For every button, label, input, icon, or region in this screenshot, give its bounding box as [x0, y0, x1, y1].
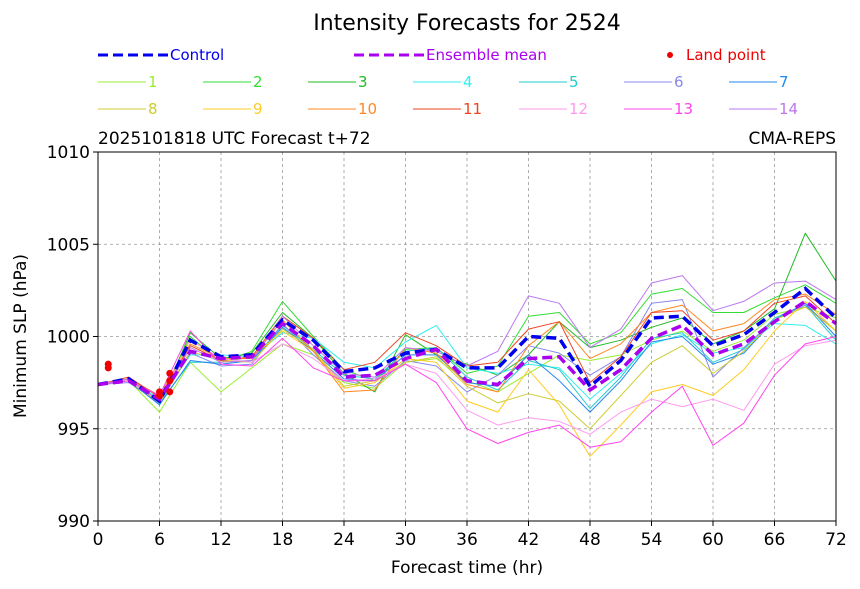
x-tick-label: 6: [154, 530, 165, 550]
legend-entry-land-point: Land point: [667, 46, 766, 64]
y-axis: 990 995 1000 1005 1010: [47, 143, 98, 532]
legend-label: 8: [148, 100, 158, 118]
legend-entry-control: Control: [98, 46, 224, 64]
legend-label: 10: [358, 100, 377, 118]
land-point-marker: [104, 360, 112, 368]
member-line-14: [97, 275, 837, 402]
legend-entry-member-13: 13: [624, 100, 693, 118]
legend-swatch: [667, 52, 673, 58]
legend-entry-member-12: 12: [519, 100, 588, 118]
legend-entry-member-7: 7: [729, 73, 789, 91]
y-tick-label: 1005: [47, 235, 90, 255]
x-axis-label: Forecast time (hr): [391, 558, 543, 578]
control-line: [97, 286, 838, 404]
legend-entry-member-8: 8: [98, 100, 158, 118]
x-tick-label: 48: [579, 530, 601, 550]
legend-label: 5: [569, 73, 579, 91]
x-tick-label: 72: [825, 530, 847, 550]
legend-label: 6: [674, 73, 684, 91]
legend-entry-member-6: 6: [624, 73, 684, 91]
land-point-marker: [166, 369, 174, 377]
legend-label: 7: [779, 73, 789, 91]
y-tick-label: 1000: [47, 328, 90, 348]
legend-entry-member-10: 10: [308, 100, 377, 118]
y-axis-label: Minimum SLP (hPa): [11, 254, 31, 418]
legend-entry-member-5: 5: [519, 73, 579, 91]
chart-title: Intensity Forecasts for 2524: [313, 11, 621, 36]
legend-label: 13: [674, 100, 693, 118]
legend-label: 12: [569, 100, 588, 118]
legend-entry-member-3: 3: [308, 73, 368, 91]
legend-label: Control: [170, 46, 224, 64]
subtitle-left: 2025101818 UTC Forecast t+72: [98, 129, 371, 149]
plot-area: [97, 232, 838, 457]
x-tick-label: 36: [456, 530, 478, 550]
legend-label: 14: [779, 100, 798, 118]
legend-label: 1: [148, 73, 158, 91]
x-tick-label: 0: [93, 530, 104, 550]
legend-entry-member-4: 4: [413, 73, 473, 91]
x-tick-label: 42: [518, 530, 540, 550]
ensemble-mean-line: [97, 299, 838, 402]
land-point-marker: [166, 377, 174, 385]
x-tick-label: 66: [764, 530, 786, 550]
x-tick-label: 18: [272, 530, 294, 550]
x-tick-label: 60: [702, 530, 724, 550]
x-axis: 0 6 12 18 24 30 36 42 48 54 60 66 72: [93, 521, 847, 550]
x-tick-label: 24: [333, 530, 355, 550]
legend-entry-ensemble-mean: Ensemble mean: [354, 46, 547, 64]
member-line-13: [97, 330, 837, 448]
legend-entry-member-1: 1: [98, 73, 158, 91]
legend-label: 11: [463, 100, 482, 118]
legend-label: 2: [253, 73, 263, 91]
land-point-marker: [166, 388, 174, 396]
legend-entry-member-14: 14: [729, 100, 798, 118]
y-tick-label: 1010: [47, 143, 90, 163]
subtitle-right: CMA-REPS: [748, 129, 836, 149]
legend-label: Land point: [686, 46, 766, 64]
member-line-6: [97, 299, 837, 404]
x-tick-label: 12: [210, 530, 232, 550]
legend-entry-member-11: 11: [413, 100, 482, 118]
land-point-marker: [156, 388, 163, 396]
legend-label: Ensemble mean: [426, 46, 547, 64]
legend-label: 3: [358, 73, 368, 91]
legend-entry-member-2: 2: [203, 73, 263, 91]
x-tick-label: 30: [395, 530, 417, 550]
grid: [98, 152, 836, 521]
y-tick-label: 990: [58, 512, 90, 532]
x-tick-label: 54: [641, 530, 663, 550]
legend-label: 9: [253, 100, 263, 118]
y-tick-label: 995: [58, 420, 90, 440]
legend-label: 4: [463, 73, 473, 91]
legend-entry-member-9: 9: [203, 100, 263, 118]
